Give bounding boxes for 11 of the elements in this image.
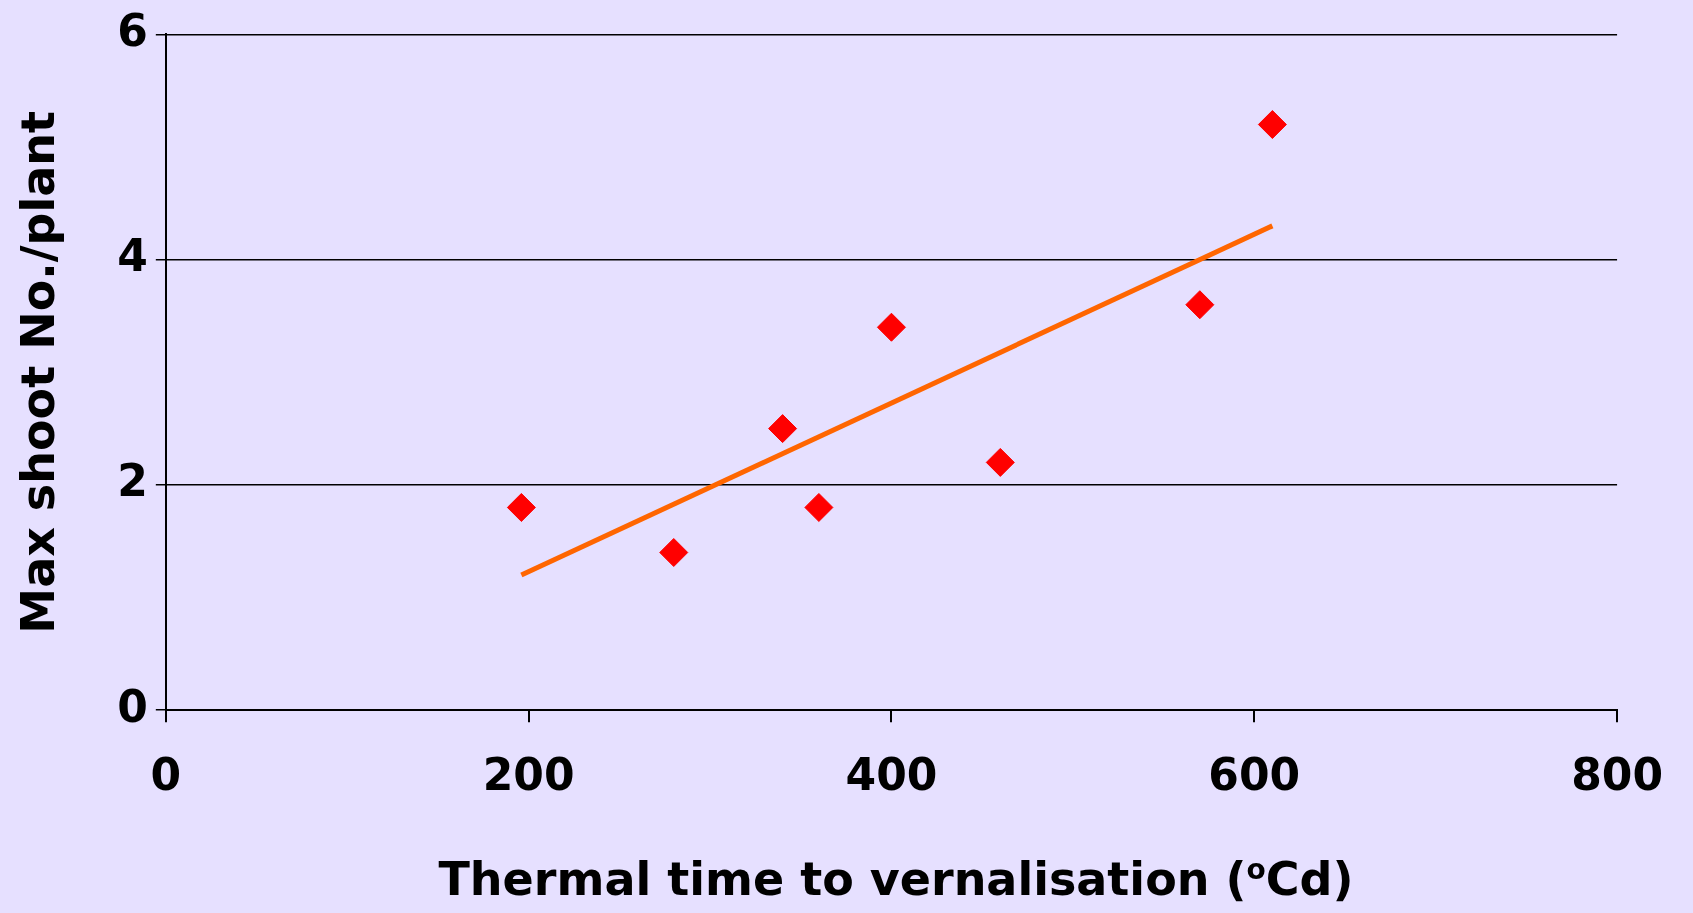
y-tick-label: 6 xyxy=(117,4,148,56)
x-tick-label: 200 xyxy=(482,749,575,801)
y-tick-label: 4 xyxy=(117,230,148,282)
x-axis-title: Thermal time to vernalisation ($^{o}$Cd) xyxy=(437,852,1355,906)
x-tick-label: 0 xyxy=(150,749,182,801)
y-axis-title: Max shoot No./plant xyxy=(10,110,65,634)
x-tick-label: 600 xyxy=(1208,749,1301,801)
x-tick-label: 800 xyxy=(1571,749,1664,801)
x-tick-label: 400 xyxy=(845,749,938,801)
y-tick-label: 2 xyxy=(117,455,148,507)
y-tick-label: 0 xyxy=(117,680,148,732)
